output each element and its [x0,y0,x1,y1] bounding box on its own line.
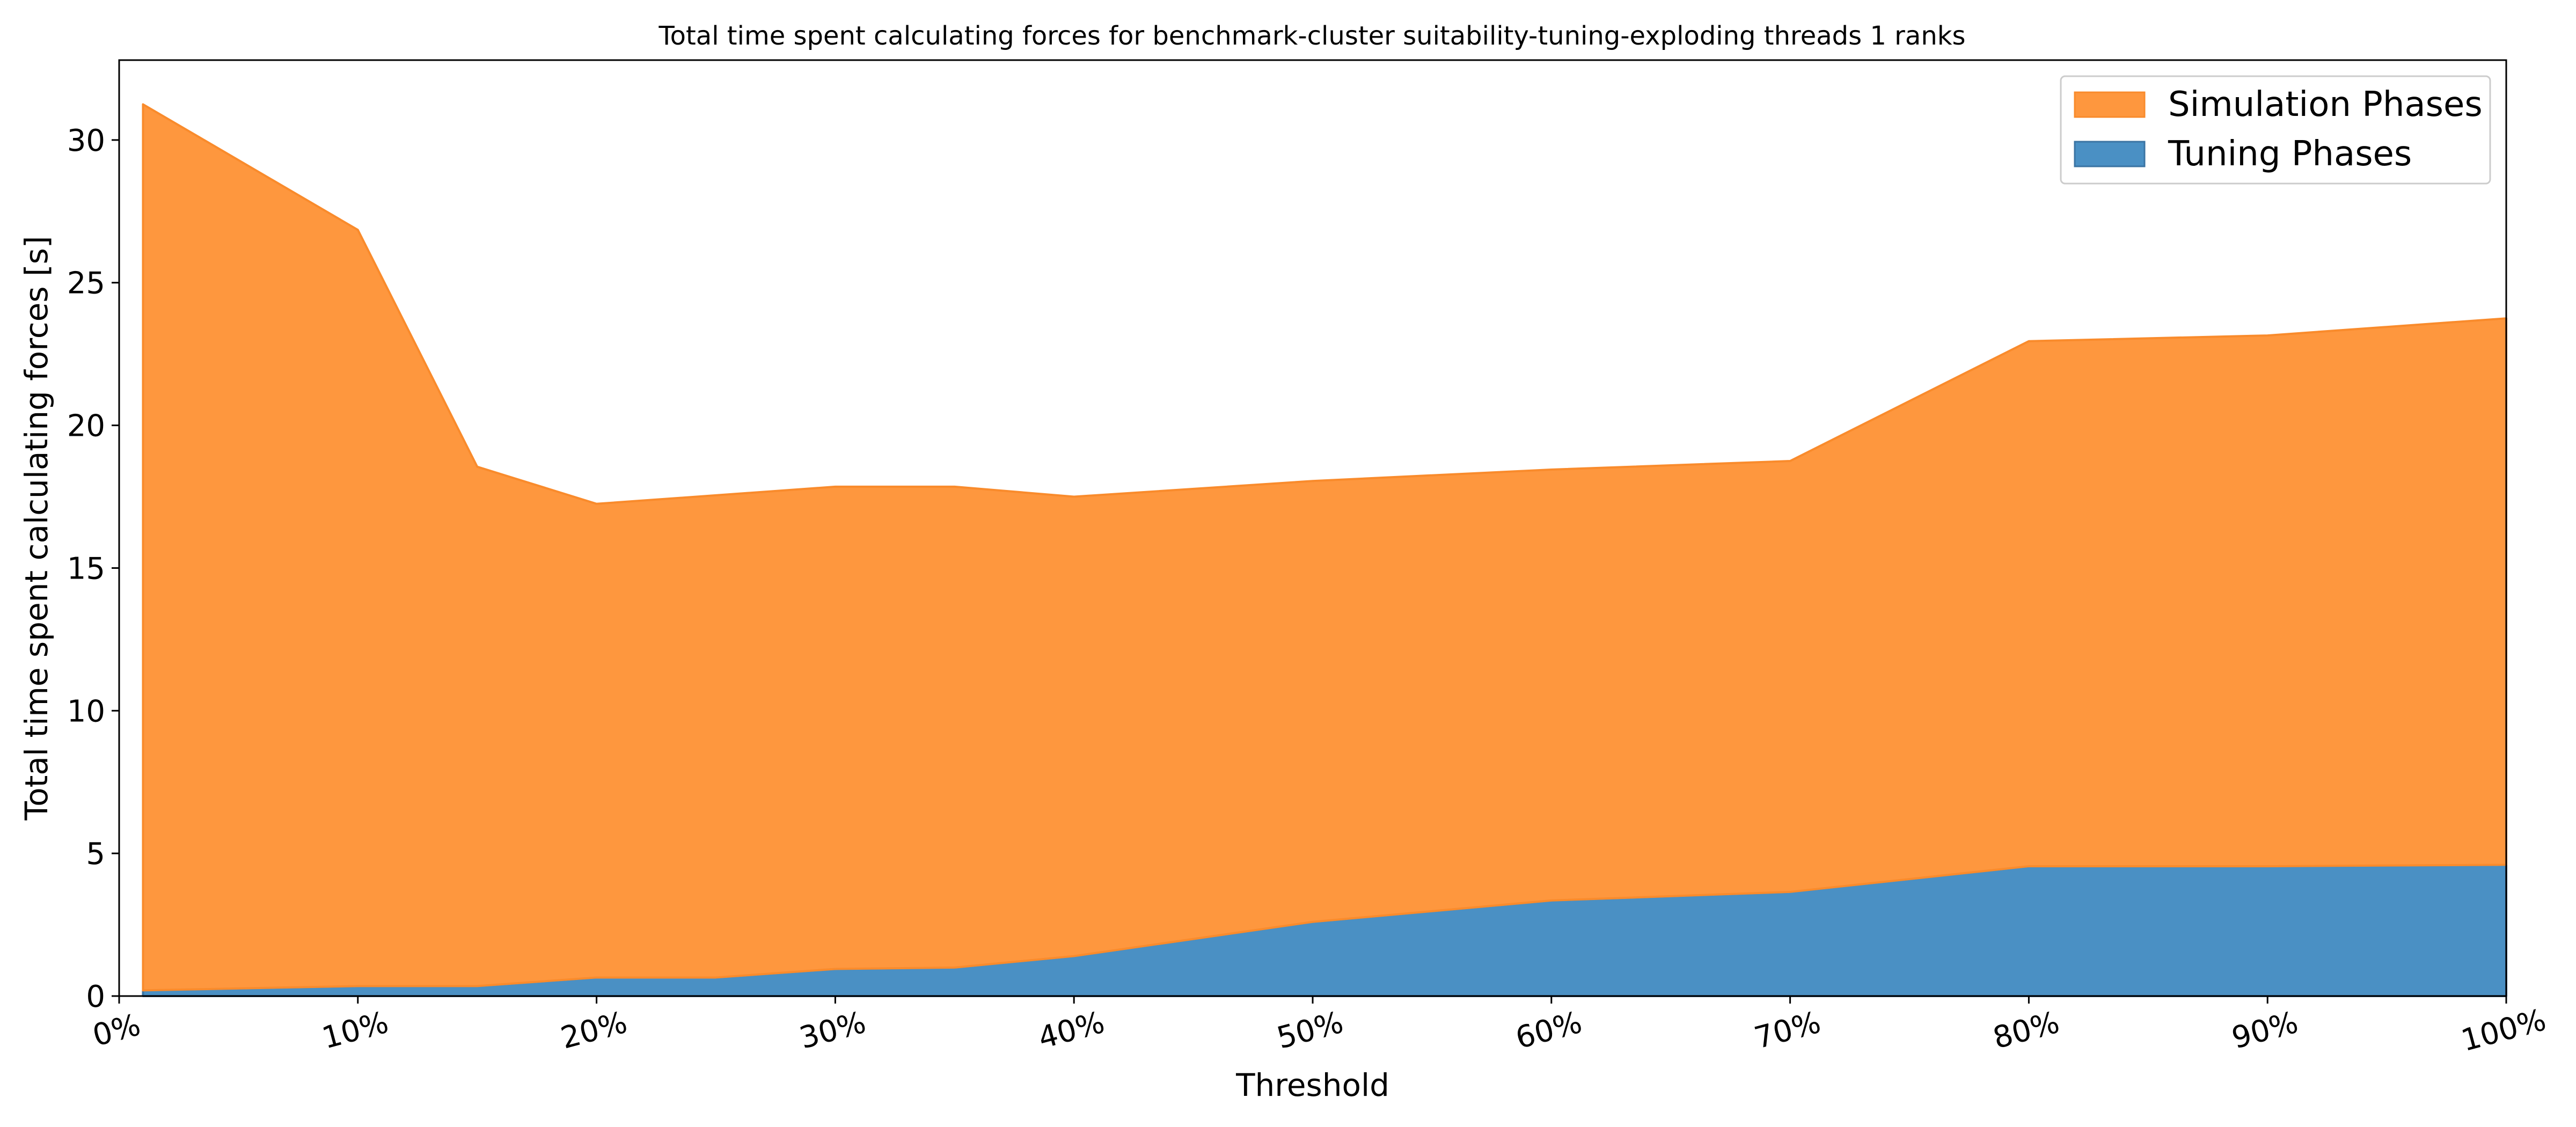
y-tick-label: 30 [67,123,105,158]
y-tick-label: 5 [86,837,105,872]
plot-areas [142,103,2507,997]
x-tick-label: 20% [557,1005,631,1056]
legend-frame [2060,75,2491,185]
x-tick-label: 10% [318,1005,392,1056]
y-axis-label: Total time spent calculating forces [s] [18,236,55,821]
y-axis: 0 5 10 15 20 25 30 [67,123,119,1014]
legend-swatch-tuning-phases [2074,141,2146,167]
y-tick-label: 25 [67,266,105,301]
y-tick-label: 0 [86,979,105,1014]
x-tick-label: 30% [796,1005,869,1056]
x-tick-label: 40% [1035,1005,1108,1056]
x-axis-label: Threshold [1235,1067,1389,1103]
x-tick-label: 80% [1989,1005,2063,1056]
x-axis: 0% 10% 20% 30% 40% 50% 60% 70% 80% 90% 100% [89,996,2550,1058]
x-tick-label: 70% [1751,1005,1824,1056]
y-tick-label: 20 [67,409,105,444]
legend-label-simulation-phases: Simulation Phases [2168,85,2483,125]
legend-swatch-simulation-phases [2074,91,2146,118]
x-tick-label: 90% [2228,1005,2302,1056]
x-tick-label: 60% [1512,1005,1585,1056]
chart-title: Total time spent calculating forces for … [658,21,1965,51]
x-tick-label: 100% [2457,1002,2549,1058]
y-tick-label: 15 [67,551,105,586]
legend-label-tuning-phases: Tuning Phases [2168,134,2412,174]
x-tick-label: 0% [89,1007,144,1053]
legend: Simulation Phases Tuning Phases [2060,75,2491,185]
y-tick-label: 10 [67,694,105,729]
area-simulation-phases [142,103,2507,992]
x-tick-label: 50% [1274,1005,1347,1056]
